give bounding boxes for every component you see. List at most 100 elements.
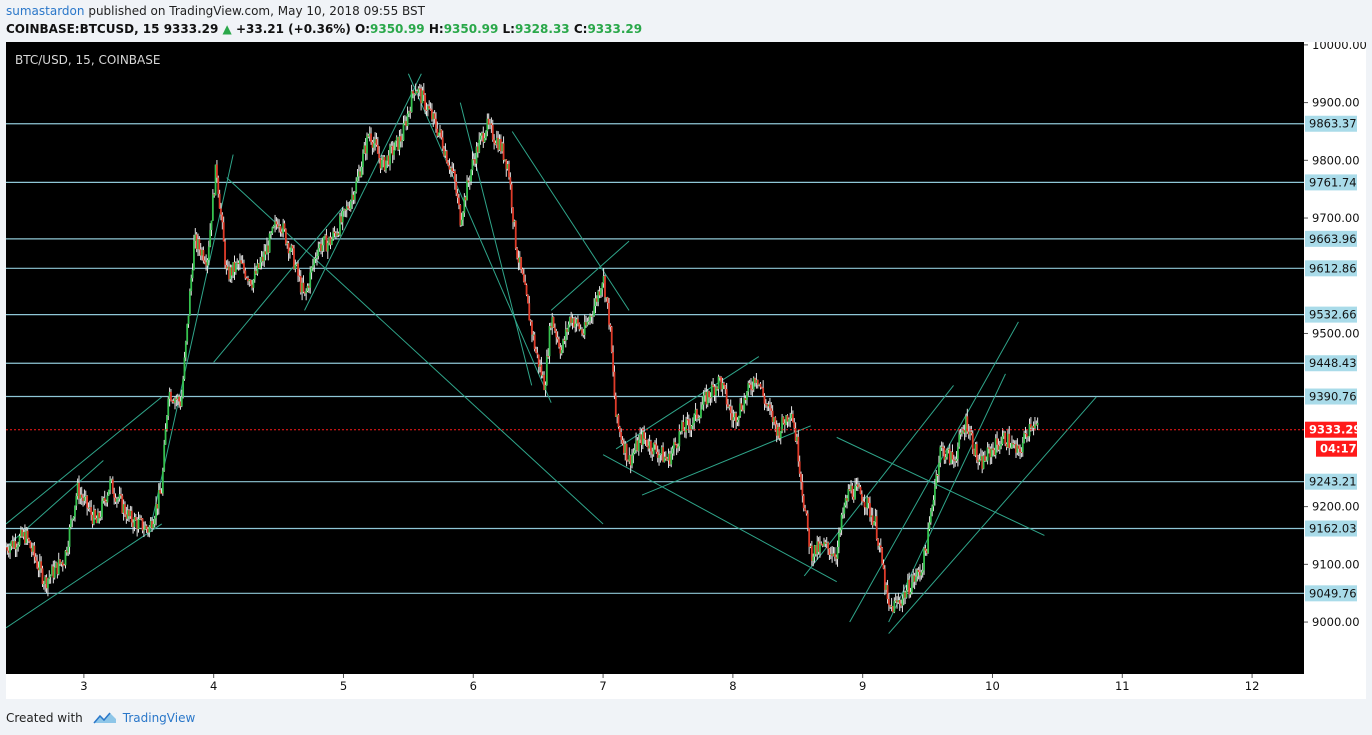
candle-body — [539, 364, 541, 367]
candle-body — [528, 303, 531, 321]
candle-body — [985, 460, 988, 462]
candle-body — [157, 489, 160, 509]
candle-body — [667, 453, 670, 461]
candle-body — [379, 158, 382, 169]
candle-body — [408, 111, 410, 114]
candle-body — [716, 387, 719, 390]
chart-container[interactable]: 10000.00 9900.00 9800.00 9700.00 9500.00 9200… — [5, 38, 1367, 699]
candle-body — [647, 445, 650, 449]
candle-body — [632, 452, 635, 456]
candle-body — [121, 495, 124, 513]
candle-body — [659, 454, 662, 456]
candle-body — [59, 559, 61, 564]
candle-body — [424, 95, 427, 110]
candle-body — [951, 452, 954, 460]
candle-body — [420, 88, 422, 104]
candle-body — [658, 455, 660, 458]
candle-body — [372, 143, 375, 148]
candle-body — [570, 317, 573, 323]
candle-body — [13, 541, 16, 548]
candle-body — [236, 262, 239, 264]
candle-body — [737, 415, 740, 420]
tradingview-link[interactable]: TradingView — [122, 711, 196, 725]
candle-body — [965, 416, 967, 433]
candle-body — [357, 171, 360, 177]
candle-body — [220, 208, 222, 215]
candle-body — [321, 245, 324, 252]
candle-body — [770, 408, 773, 411]
candle-body — [1011, 443, 1013, 448]
time-axis[interactable] — [6, 674, 1304, 699]
candle-body — [147, 529, 149, 533]
candle-body — [847, 489, 850, 501]
level-label-bg — [1305, 174, 1357, 191]
candle-body — [944, 456, 947, 460]
candle-body — [862, 501, 865, 503]
candle-body — [643, 431, 646, 439]
candle-body — [460, 219, 463, 226]
author-link[interactable]: sumastardon — [6, 4, 85, 18]
candle-body — [168, 391, 171, 399]
candle-body — [1009, 447, 1012, 449]
candle-body — [721, 382, 724, 390]
candle-body — [916, 569, 919, 577]
close-value: 9333.29 — [587, 22, 643, 36]
candle-body — [917, 569, 920, 572]
candle-body — [481, 133, 483, 136]
candle-body — [255, 270, 258, 274]
candle-body — [324, 235, 326, 237]
candle-body — [586, 321, 589, 326]
candle-body — [536, 352, 539, 355]
created-with-text: Created with — [6, 711, 83, 725]
candle-body — [932, 499, 935, 507]
candle-body — [322, 236, 325, 246]
candle-body — [479, 135, 482, 140]
candle-body — [15, 547, 18, 550]
candle-body — [128, 510, 130, 517]
candle-body — [616, 414, 619, 417]
candle-body — [564, 329, 567, 341]
candle-body — [349, 201, 352, 210]
candle-body — [686, 419, 689, 421]
candle-body — [1008, 433, 1011, 448]
candle-body — [165, 416, 168, 429]
candle-body — [809, 545, 812, 547]
candle-body — [340, 216, 343, 223]
candle-body — [709, 397, 712, 399]
candle-body — [984, 455, 986, 461]
candle-body — [902, 592, 905, 599]
candle-body — [906, 579, 909, 591]
candle-body — [1000, 444, 1003, 447]
candle-body — [164, 428, 167, 445]
candle-body — [558, 339, 560, 348]
candle-body — [720, 377, 723, 390]
candle-body — [317, 248, 320, 257]
price-chart[interactable]: 10000.00 9900.00 9800.00 9700.00 9500.00 9200… — [5, 38, 1367, 699]
candle-body — [213, 194, 216, 196]
candle-body — [775, 424, 778, 436]
candle-body — [781, 417, 783, 432]
candle-body — [60, 562, 63, 564]
candle-body — [994, 438, 997, 456]
candle-body — [978, 459, 981, 462]
candle-body — [920, 572, 923, 576]
high-label: H: — [428, 22, 444, 36]
candle-body — [885, 585, 888, 590]
candle-body — [874, 516, 877, 523]
candle-body — [975, 444, 978, 461]
candle-body — [687, 419, 690, 426]
candle-body — [76, 482, 79, 497]
candle-body — [529, 320, 532, 322]
candle-body — [604, 275, 606, 298]
open-value: 9350.99 — [370, 22, 425, 36]
candle-body — [149, 521, 152, 527]
candle-body — [366, 135, 368, 154]
candle-body — [237, 262, 240, 265]
candle-body — [374, 139, 377, 144]
candle-body — [47, 579, 49, 589]
up-arrow-icon: ▲ — [222, 22, 232, 36]
candle-body — [252, 279, 255, 288]
trend-line — [5, 523, 163, 629]
candle-body — [996, 438, 998, 445]
plot-background[interactable] — [6, 42, 1304, 674]
